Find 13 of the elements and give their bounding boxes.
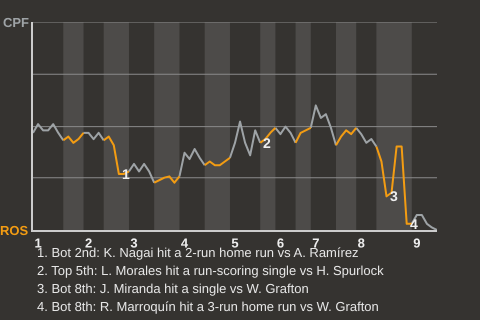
x-tick-label: 8 [358, 236, 365, 251]
text: ROS [0, 223, 28, 238]
text: CPF [3, 15, 30, 30]
text: 4. Bot 8th: R. Marroquín hit a 3-run home run vs W. Grafton [37, 299, 379, 314]
annotation: 2 [263, 135, 271, 151]
x-tick-label: 2 [84, 236, 92, 251]
text: 2. Top 5th: L. Morales hit a run-scoring single vs H. Spurlock [37, 263, 384, 278]
x-tick-label: 9 [413, 236, 420, 251]
annotation: 3 [390, 188, 398, 204]
text: 3. Bot 8th: J. Miranda hit a single vs W. Grafton [37, 281, 309, 296]
x-tick-label: 5 [231, 236, 239, 251]
annotation: 4 [410, 216, 418, 232]
x-tick-label: 3 [130, 236, 138, 251]
